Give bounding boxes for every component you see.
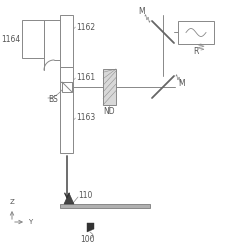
Polygon shape — [87, 223, 94, 232]
Bar — [60, 204, 149, 208]
Polygon shape — [64, 193, 74, 204]
Text: ND: ND — [103, 108, 115, 116]
Text: 100: 100 — [79, 236, 94, 244]
Text: Y: Y — [28, 219, 32, 225]
Bar — [22, 20, 44, 58]
Text: 1164: 1164 — [1, 34, 20, 43]
Text: M: M — [178, 80, 184, 88]
Text: BS: BS — [48, 94, 58, 104]
Text: Z: Z — [9, 199, 14, 205]
Bar — [103, 69, 115, 105]
Bar — [177, 21, 213, 44]
Text: 1163: 1163 — [76, 114, 95, 122]
Text: 110: 110 — [78, 192, 92, 200]
Text: M: M — [138, 6, 145, 16]
Bar — [62, 82, 72, 92]
Bar — [60, 15, 73, 67]
Text: 1161: 1161 — [76, 74, 95, 82]
Text: R: R — [192, 48, 198, 56]
Text: 1162: 1162 — [76, 22, 95, 32]
Bar — [60, 67, 73, 82]
Bar — [60, 82, 73, 153]
